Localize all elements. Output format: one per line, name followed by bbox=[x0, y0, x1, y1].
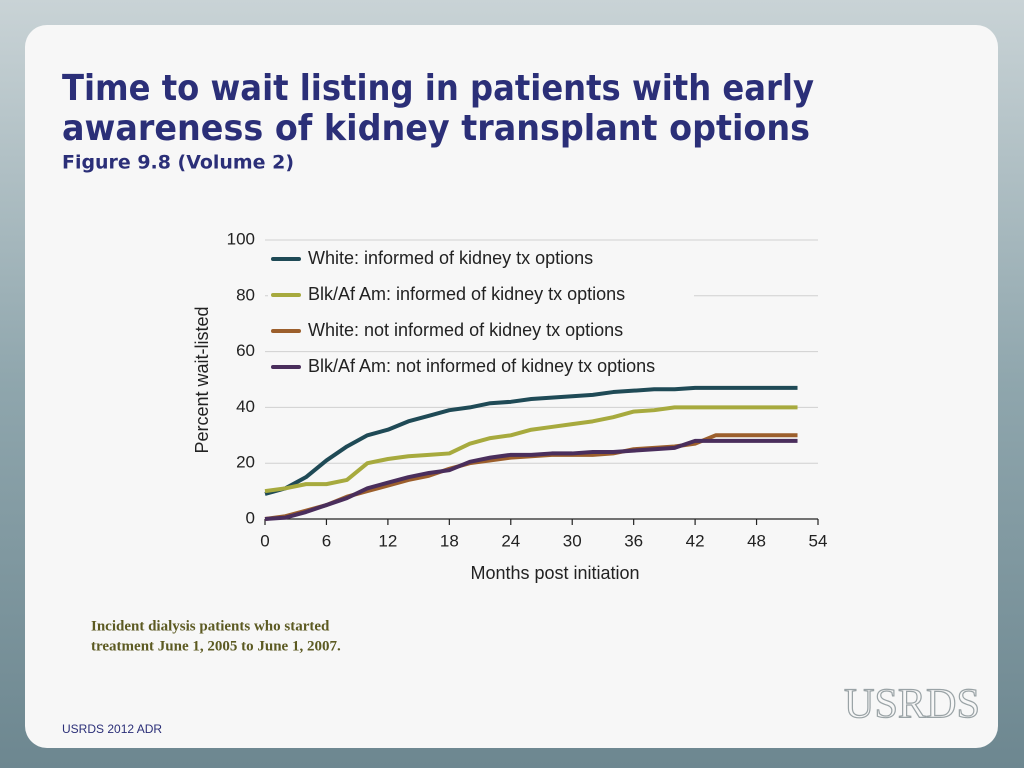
x-tick-label: 0 bbox=[260, 531, 269, 550]
x-axis-label: Months post initiation bbox=[470, 563, 639, 583]
series-line bbox=[264, 385, 798, 496]
card bbox=[25, 25, 998, 748]
legend-label: White: not informed of kidney tx options bbox=[308, 320, 623, 340]
x-tick-label: 42 bbox=[686, 531, 705, 550]
legend-bg bbox=[268, 282, 694, 308]
legend-label: Blk/Af Am: informed of kidney tx options bbox=[308, 284, 625, 304]
series-line bbox=[264, 438, 798, 521]
x-tick-label: 18 bbox=[440, 531, 459, 550]
y-tick-label: 40 bbox=[236, 397, 255, 416]
x-tick-label: 30 bbox=[563, 531, 582, 550]
y-tick-label: 100 bbox=[227, 229, 255, 248]
logo: USRDS bbox=[844, 682, 980, 728]
plot: 0 20 40 60 80 100 0 6 12 18 24 30 36 42 48 54 White: inf… bbox=[227, 229, 828, 550]
y-tick-label: 0 bbox=[246, 508, 255, 527]
x-tick-label: 36 bbox=[624, 531, 643, 550]
x-tick-label: 6 bbox=[322, 531, 331, 550]
series-line bbox=[264, 405, 798, 494]
x-tick-label: 48 bbox=[747, 531, 766, 550]
footnote: treatment June 1, 2005 to June 1, 2007. bbox=[91, 638, 341, 654]
legend-bg bbox=[268, 354, 732, 380]
subtitle: Figure 9.8 (Volume 2) bbox=[62, 152, 294, 174]
legend-bg bbox=[268, 246, 657, 272]
x-tick-label: 54 bbox=[809, 531, 828, 550]
y-tick-label: 80 bbox=[236, 285, 255, 304]
x-tick-label: 12 bbox=[378, 531, 397, 550]
y-tick-label: 20 bbox=[236, 453, 255, 472]
footer: USRDS 2012 ADR bbox=[62, 722, 162, 736]
y-axis-label: Percent wait-listed bbox=[192, 306, 212, 453]
legend-label: White: informed of kidney tx options bbox=[308, 248, 593, 268]
footnote: Incident dialysis patients who started bbox=[91, 618, 330, 634]
legend-bg bbox=[268, 318, 694, 344]
legend-label: Blk/Af Am: not informed of kidney tx opt… bbox=[308, 356, 655, 376]
title: awareness of kidney transplant options bbox=[62, 108, 810, 149]
title: Time to wait listing in patients with ea… bbox=[62, 68, 814, 109]
y-tick-label: 60 bbox=[236, 341, 255, 360]
x-tick-label: 24 bbox=[501, 531, 520, 550]
